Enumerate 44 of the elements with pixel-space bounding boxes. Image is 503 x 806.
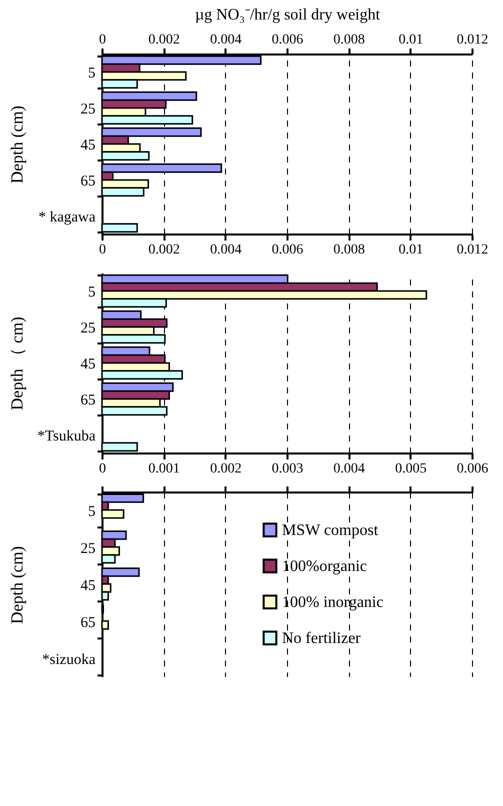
y-axis-title: Depth (cm)	[8, 106, 26, 184]
y-axis-title: Depth （ cm)	[8, 316, 26, 410]
x-tick-label: 0.006	[456, 462, 488, 476]
x-tick-label: 0.001	[148, 462, 180, 476]
y-tick-label: *sizuoka	[42, 652, 96, 668]
x-tick-label: 0.012	[456, 242, 488, 258]
x-tick-label: 0.004	[333, 462, 365, 476]
y-axis-title: Depth (cm)	[8, 546, 26, 624]
x2-tick-label: 0.012	[456, 32, 488, 48]
y-tick-label: 65	[80, 615, 96, 631]
x-tick-label: 0.002	[148, 242, 180, 258]
legend-label: MSW compost	[282, 522, 379, 539]
x-tick-label: 0	[99, 242, 106, 258]
x2-tick-label: 0.002	[148, 32, 180, 48]
x2-tick-label: 0.006	[272, 32, 304, 48]
x-tick-label: 0.005	[395, 462, 427, 476]
y-tick-label: 65	[80, 174, 96, 190]
y-tick-label: 25	[80, 320, 96, 336]
y-tick-label: 5	[88, 284, 96, 300]
y-tick-label: 5	[88, 66, 96, 82]
x-tick-label: 0.002	[210, 462, 242, 476]
y-tick-label: 45	[80, 356, 96, 372]
x-tick-label: 0.004	[210, 242, 242, 258]
y-tick-label: 5	[88, 504, 96, 520]
y-tick-label: * kagawa	[38, 210, 96, 226]
y-tick-label: 65	[80, 392, 96, 408]
x2-tick-label: 0.01	[398, 32, 424, 48]
x-tick-label: 0.003	[272, 462, 304, 476]
y-tick-label: 25	[80, 102, 96, 118]
x-tick-label: 0	[99, 462, 106, 476]
y-tick-label: 45	[80, 578, 96, 594]
y-tick-label: 25	[80, 541, 96, 557]
x2-tick-label: 0.004	[210, 32, 242, 48]
y-tick-label: *Tsukuba	[37, 428, 96, 444]
x2-tick-label: 0	[99, 32, 106, 48]
x2-tick-label: 0.008	[333, 32, 365, 48]
x-tick-label: 0.008	[333, 242, 365, 258]
x2-axis-title: µg NO₃⁻/hr/g soil dry weight	[194, 6, 381, 24]
legend-label: 100% inorganic	[282, 594, 384, 611]
x-tick-label: 0.01	[398, 242, 424, 258]
legend-label: No fertilizer	[282, 630, 362, 647]
x-tick-label: 0.006	[272, 242, 304, 258]
legend-label: 100%organic	[282, 558, 368, 575]
y-tick-label: 45	[80, 138, 96, 154]
